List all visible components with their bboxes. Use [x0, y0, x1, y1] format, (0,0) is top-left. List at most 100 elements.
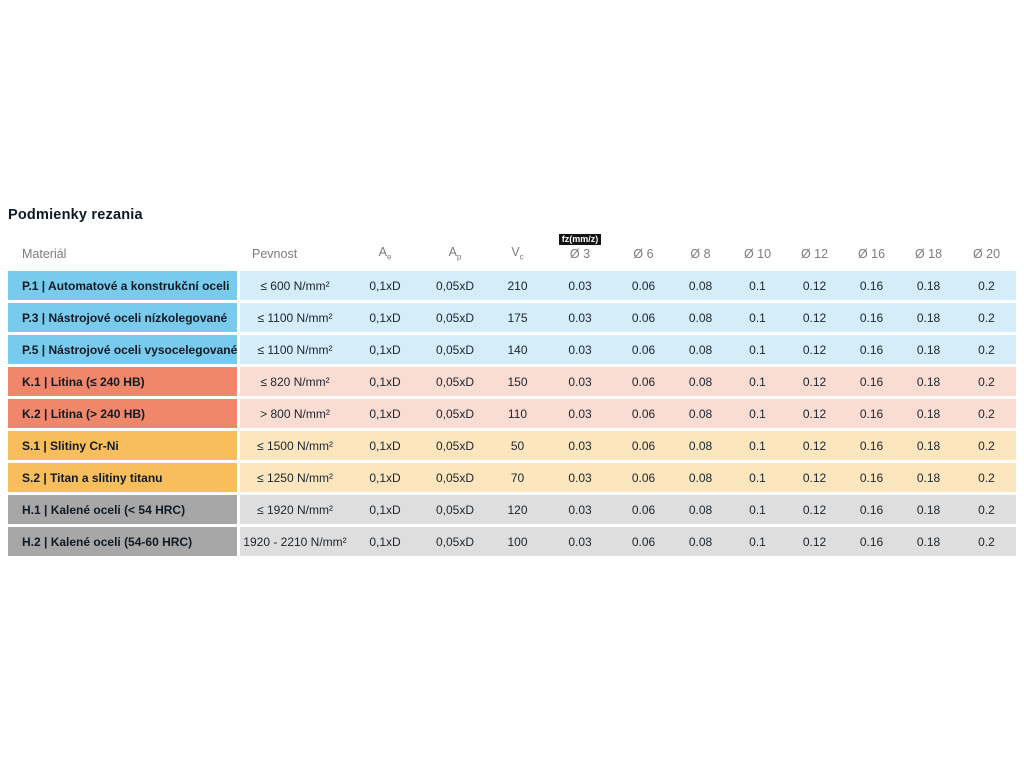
column-header-material: Materiál	[22, 247, 67, 261]
fz-d8-cell: 0.08	[688, 278, 713, 293]
column-header-d6: Ø 6	[633, 247, 654, 261]
table-row: P.5 | Nástrojové oceli vysocelegované ≤ …	[8, 335, 1016, 364]
ap-cell: 0,05xD	[435, 374, 475, 389]
pevnost-cell: ≤ 820 N/mm²	[260, 374, 330, 389]
fz-d10-cell: 0.1	[749, 342, 766, 357]
fz-d6-cell: 0.06	[631, 406, 656, 421]
ae-cell: 0,1xD	[369, 310, 401, 325]
fz-d12-cell: 0.12	[802, 406, 827, 421]
fz-d6-cell: 0.06	[631, 438, 656, 453]
fz-d18-cell: 0.18	[916, 406, 941, 421]
fz-d12-cell: 0.12	[802, 342, 827, 357]
fz-d8-cell: 0.08	[688, 310, 713, 325]
fz-d16-cell: 0.16	[859, 438, 884, 453]
fz-d3-cell: 0.03	[568, 342, 592, 357]
fz-d20-cell: 0.2	[978, 342, 995, 357]
column-header-d18: Ø 18	[914, 247, 943, 261]
fz-d18-cell: 0.18	[916, 534, 941, 549]
column-header-ap: Ap	[448, 244, 462, 262]
table-row: H.1 | Kalené oceli (< 54 HRC) ≤ 1920 N/m…	[8, 495, 1016, 524]
ae-cell: 0,1xD	[369, 534, 401, 549]
column-header-d20: Ø 20	[972, 247, 1001, 261]
fz-d10-cell: 0.1	[749, 374, 766, 389]
material-label-cell: S.2 | Titan a slitiny titanu	[8, 463, 237, 492]
fz-d16-cell: 0.16	[859, 342, 884, 357]
fz-d18-cell: 0.18	[916, 310, 941, 325]
fz-d16-cell: 0.16	[859, 374, 884, 389]
material-label-cell: P.1 | Automatové a konstrukční oceli	[8, 271, 237, 300]
fz-d18-cell: 0.18	[916, 374, 941, 389]
fz-d8-cell: 0.08	[688, 502, 713, 517]
material-label-cell: H.1 | Kalené oceli (< 54 HRC)	[8, 495, 237, 524]
fz-d8-cell: 0.08	[688, 534, 713, 549]
fz-d10-cell: 0.1	[749, 310, 766, 325]
vc-cell: 110	[507, 406, 528, 421]
material-label-cell: P.3 | Nástrojové oceli nízkolegované	[8, 303, 237, 332]
vc-cell: 120	[507, 502, 528, 517]
fz-d16-cell: 0.16	[859, 406, 884, 421]
column-header-pevnost: Pevnost	[252, 247, 298, 261]
pevnost-cell: ≤ 1920 N/mm²	[257, 502, 333, 517]
fz-d10-cell: 0.1	[749, 534, 766, 549]
fz-d20-cell: 0.2	[978, 502, 995, 517]
fz-d18-cell: 0.18	[916, 342, 941, 357]
material-label-cell: K.1 | Litina (≤ 240 HB)	[8, 367, 237, 396]
fz-d16-cell: 0.16	[859, 278, 884, 293]
fz-d3-cell: 0.03	[568, 406, 592, 421]
fz-d18-cell: 0.18	[916, 278, 941, 293]
fz-d8-cell: 0.08	[688, 406, 713, 421]
fz-d12-cell: 0.12	[802, 438, 827, 453]
ae-cell: 0,1xD	[369, 438, 401, 453]
material-label-cell: H.2 | Kalené oceli (54-60 HRC)	[8, 527, 237, 556]
fz-d18-cell: 0.18	[916, 502, 941, 517]
page-title: Podmienky rezania	[8, 207, 143, 223]
ap-cell: 0,05xD	[435, 278, 475, 293]
table-header-row: Materiál Pevnost Ae Ap Vc fz(mm/z) Ø 3 Ø…	[8, 234, 1016, 271]
column-header-d12: Ø 12	[800, 247, 829, 261]
fz-d6-cell: 0.06	[631, 502, 656, 517]
vc-cell: 100	[507, 534, 528, 549]
fz-d6-cell: 0.06	[631, 342, 656, 357]
pevnost-cell: > 800 N/mm²	[260, 406, 330, 421]
fz-d12-cell: 0.12	[802, 310, 827, 325]
fz-d8-cell: 0.08	[688, 438, 713, 453]
pevnost-cell: ≤ 1250 N/mm²	[257, 470, 333, 485]
fz-d20-cell: 0.2	[978, 438, 995, 453]
fz-d3-cell: 0.03	[568, 502, 592, 517]
table-row: H.2 | Kalené oceli (54-60 HRC) 1920 - 22…	[8, 527, 1016, 556]
ae-cell: 0,1xD	[369, 342, 401, 357]
ae-cell: 0,1xD	[369, 470, 401, 485]
pevnost-cell: 1920 - 2210 N/mm²	[243, 534, 347, 549]
fz-d8-cell: 0.08	[688, 342, 713, 357]
vc-cell: 50	[510, 438, 525, 453]
column-header-d3-label: Ø 3	[569, 247, 591, 261]
fz-d3-cell: 0.03	[568, 310, 592, 325]
pevnost-cell: ≤ 1500 N/mm²	[257, 438, 333, 453]
pevnost-cell: ≤ 600 N/mm²	[260, 278, 330, 293]
fz-d20-cell: 0.2	[978, 406, 995, 421]
column-header-ae: Ae	[378, 244, 392, 262]
table-body: P.1 | Automatové a konstrukční oceli ≤ 6…	[8, 271, 1016, 556]
fz-d3-cell: 0.03	[568, 534, 592, 549]
fz-d6-cell: 0.06	[631, 310, 656, 325]
vc-cell: 70	[510, 470, 525, 485]
fz-d12-cell: 0.12	[802, 374, 827, 389]
fz-d10-cell: 0.1	[749, 278, 766, 293]
column-header-d16: Ø 16	[857, 247, 886, 261]
ap-cell: 0,05xD	[435, 534, 475, 549]
column-header-d10: Ø 10	[743, 247, 772, 261]
ae-cell: 0,1xD	[369, 374, 401, 389]
vc-cell: 150	[507, 374, 528, 389]
table-row: S.1 | Slitiny Cr-Ni ≤ 1500 N/mm² 0,1xD 0…	[8, 431, 1016, 460]
fz-d16-cell: 0.16	[859, 534, 884, 549]
column-header-d8: Ø 8	[690, 247, 711, 261]
fz-d10-cell: 0.1	[749, 502, 766, 517]
table-row: P.3 | Nástrojové oceli nízkolegované ≤ 1…	[8, 303, 1016, 332]
fz-d16-cell: 0.16	[859, 310, 884, 325]
vc-cell: 210	[507, 278, 528, 293]
cutting-conditions-table: Materiál Pevnost Ae Ap Vc fz(mm/z) Ø 3 Ø…	[8, 234, 1016, 556]
fz-d12-cell: 0.12	[802, 278, 827, 293]
ae-cell: 0,1xD	[369, 406, 401, 421]
fz-d16-cell: 0.16	[859, 470, 884, 485]
fz-d8-cell: 0.08	[688, 470, 713, 485]
